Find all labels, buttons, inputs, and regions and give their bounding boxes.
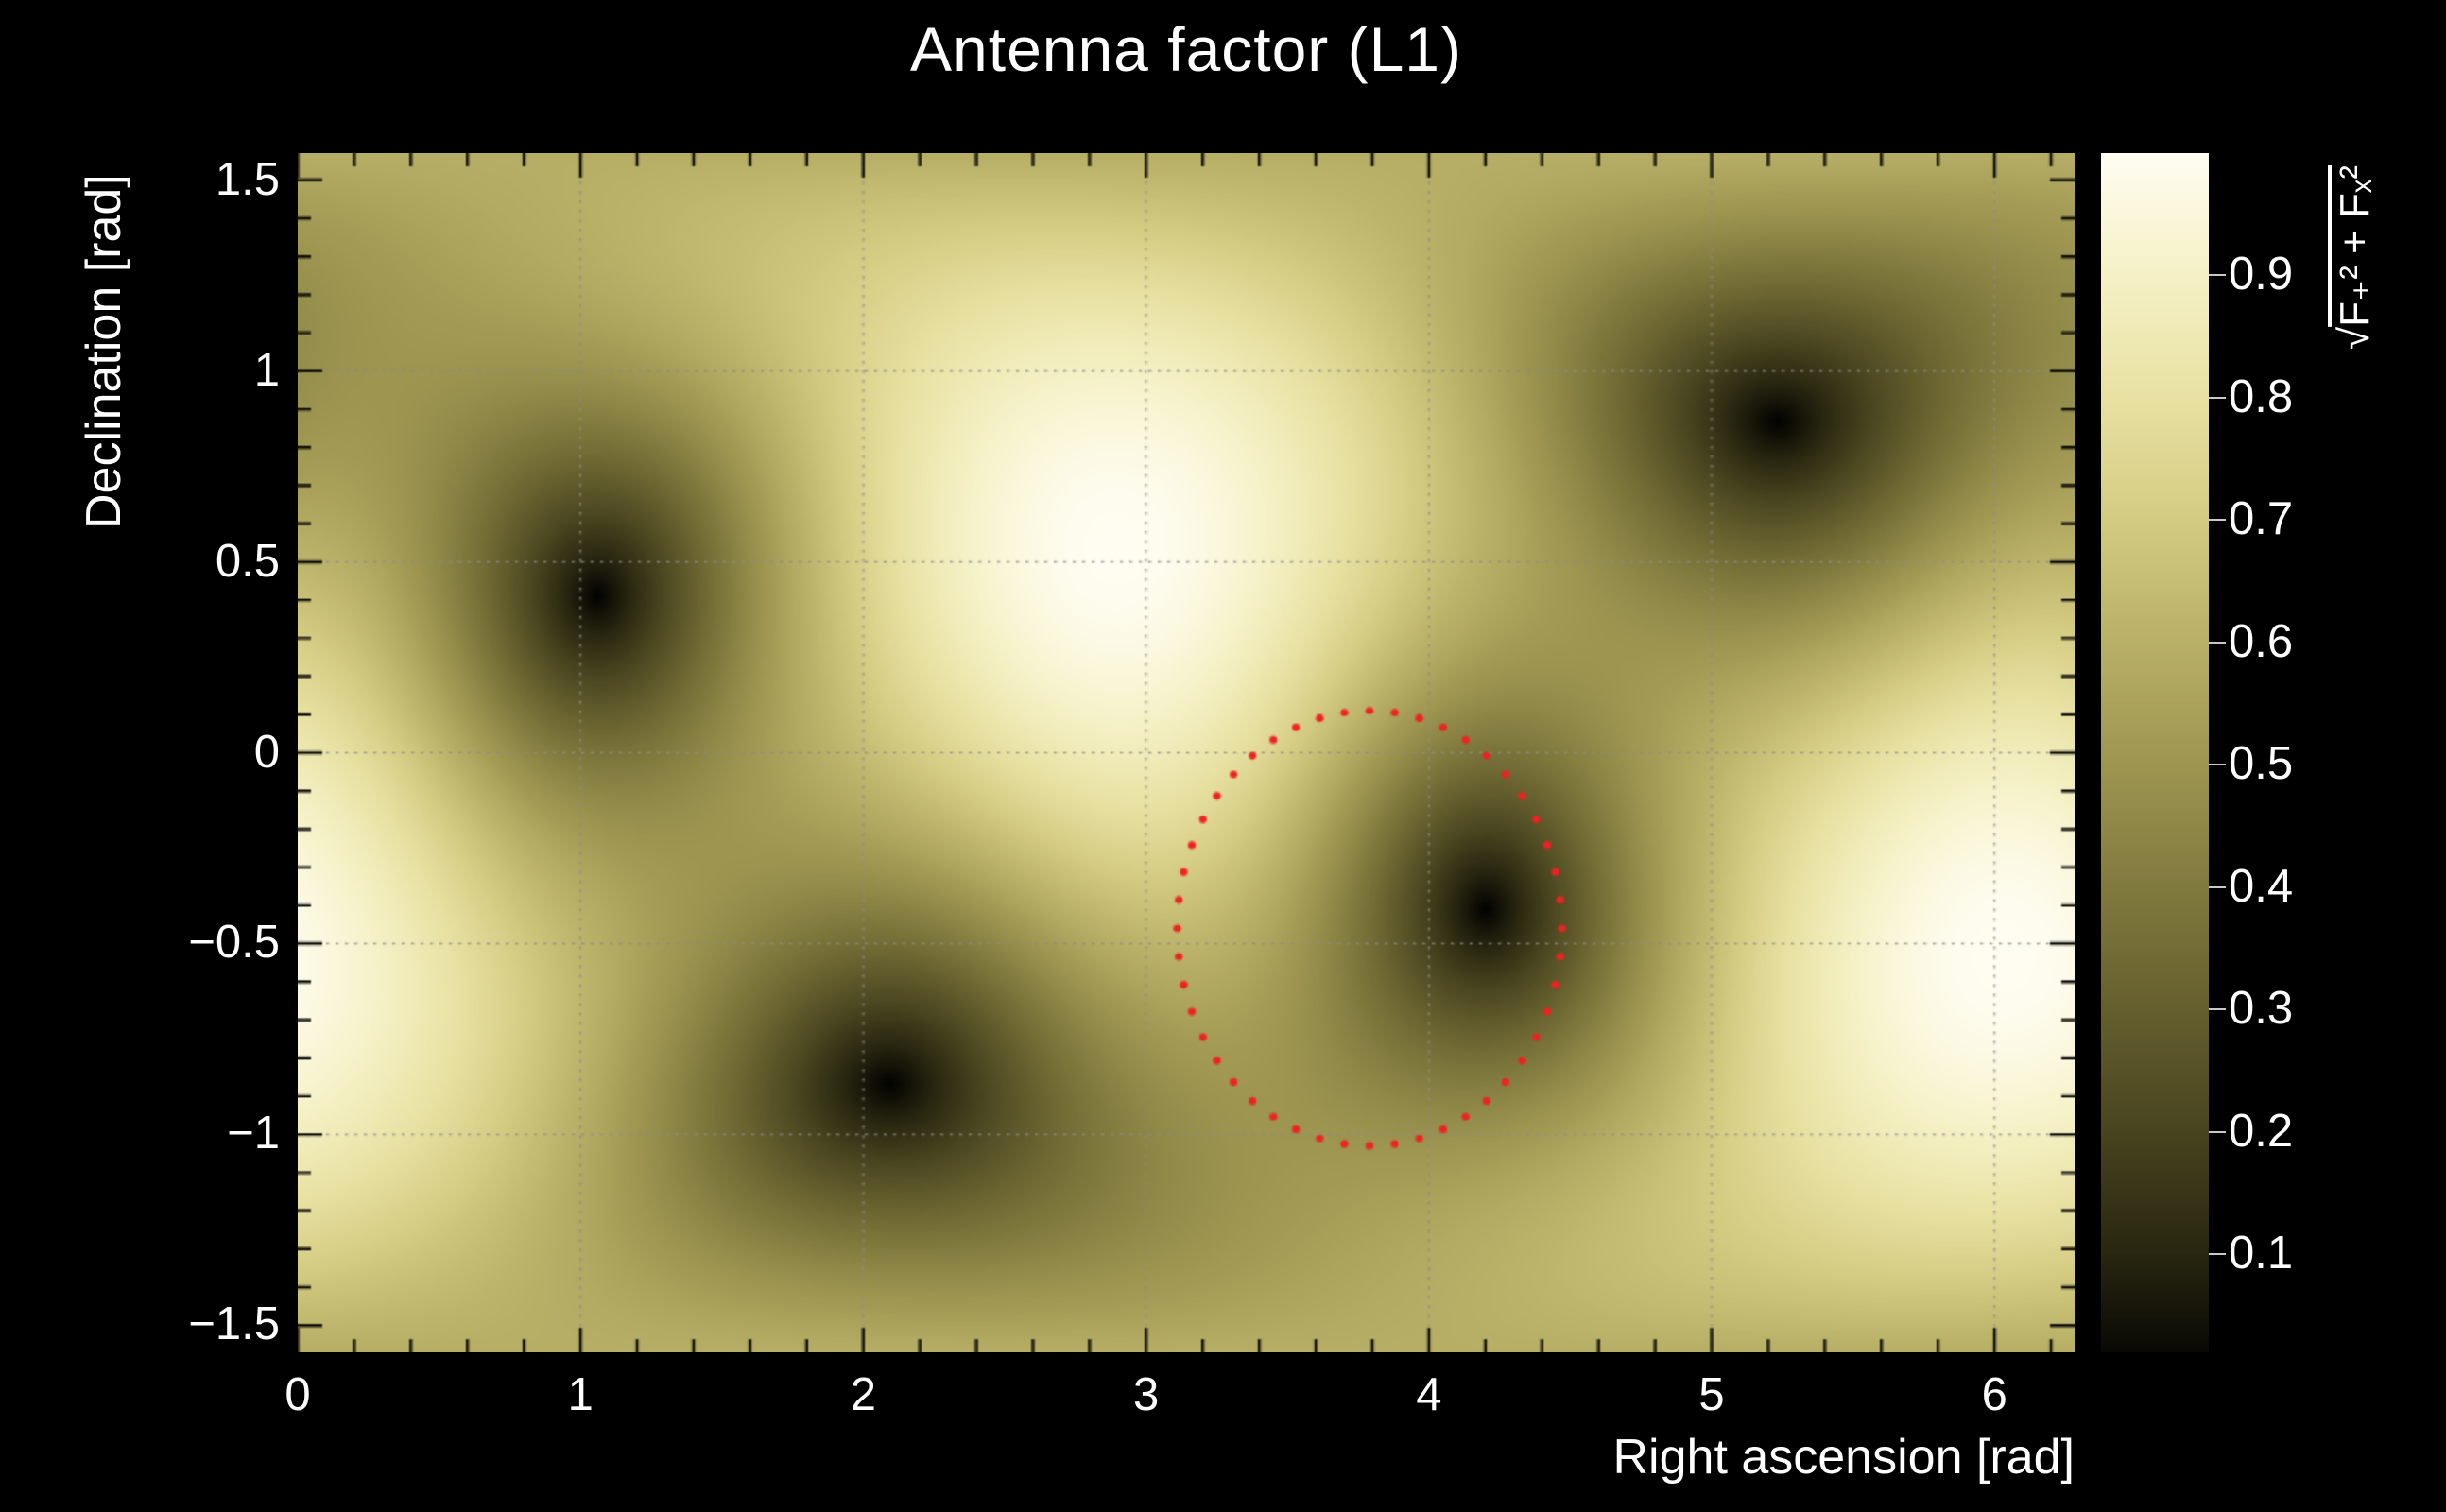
y-tick-label-0: 0 <box>253 726 280 778</box>
x-tick-label-1: 1 <box>567 1369 594 1420</box>
colorbar-tick <box>2209 396 2226 399</box>
colorbar-label-0.3: 0.3 <box>2229 983 2294 1035</box>
colorbar-label-0.9: 0.9 <box>2229 249 2294 301</box>
colorbar-label-0.2: 0.2 <box>2229 1105 2294 1157</box>
heatmap-canvas <box>298 153 2075 1352</box>
x-tick-label-0: 0 <box>284 1369 311 1420</box>
colorbar-label-0.5: 0.5 <box>2229 738 2294 790</box>
x-axis-title: Right ascension [rad] <box>1612 1430 2076 1485</box>
x-tick-label-6: 6 <box>1981 1369 2007 1420</box>
colorbar-label-0.4: 0.4 <box>2229 860 2294 912</box>
colorbar-label-0.7: 0.7 <box>2229 493 2294 545</box>
colorbar-tick <box>2209 885 2226 888</box>
colorbar-label-0.8: 0.8 <box>2229 370 2294 422</box>
y-tick-label-0.5: 0.5 <box>215 535 280 587</box>
sqrt-radical-symbol: √ <box>2332 326 2378 350</box>
chart-title: Antenna factor (L1) <box>910 14 1462 84</box>
colorbar-tick <box>2209 641 2226 644</box>
x-tick-label-2: 2 <box>850 1369 877 1420</box>
colorbar-tick <box>2209 519 2226 522</box>
colorbar-gradient <box>2101 153 2209 1352</box>
colorbar-label-0.1: 0.1 <box>2229 1228 2294 1280</box>
colorbar-tick <box>2209 764 2226 766</box>
x-tick-label-4: 4 <box>1416 1369 1442 1420</box>
y-tick-label-−0.5: −0.5 <box>188 917 280 969</box>
y-tick-label-−1: −1 <box>227 1108 280 1160</box>
colorbar-tick <box>2209 1253 2226 1256</box>
colorbar-axis-title: √F₊² + Fₓ² <box>2331 165 2379 350</box>
sqrt-expression: F₊² + Fₓ² <box>2332 164 2378 327</box>
y-axis-title: Declination [rad] <box>77 174 131 529</box>
x-tick-label-5: 5 <box>1698 1369 1725 1420</box>
x-tick-label-3: 3 <box>1132 1369 1160 1420</box>
colorbar-tick <box>2209 1008 2226 1011</box>
y-tick-label-−1.5: −1.5 <box>188 1298 280 1350</box>
y-tick-label-1: 1 <box>253 344 280 396</box>
y-tick-label-1.5: 1.5 <box>215 153 280 205</box>
colorbar-tick <box>2209 274 2226 277</box>
colorbar-tick <box>2209 1130 2226 1133</box>
colorbar-label-0.6: 0.6 <box>2229 615 2294 667</box>
